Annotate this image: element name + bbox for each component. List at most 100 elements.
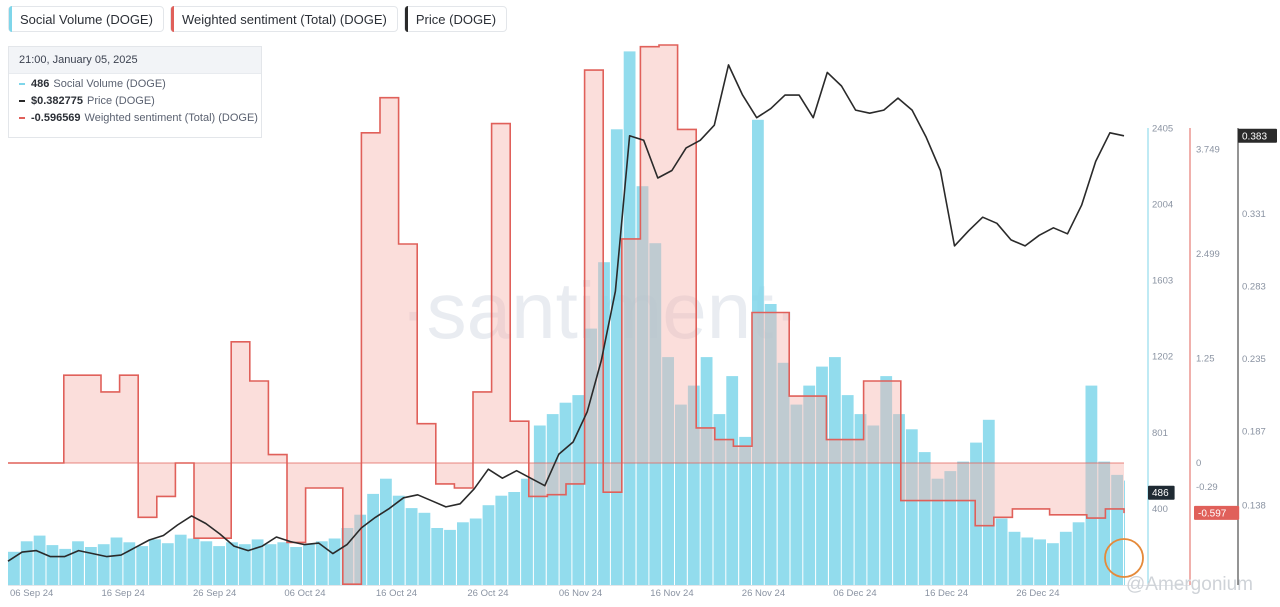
social-volume-bar <box>867 425 880 585</box>
sentiment-current-badge: -0.597 <box>1198 508 1227 519</box>
tooltip-value: 486 <box>31 77 50 90</box>
legend-label: Weighted sentiment (Total) (DOGE) <box>181 11 387 27</box>
social-volume-bar <box>623 51 636 585</box>
social-volume-bar <box>944 471 957 585</box>
social-volume-current-badge: 486 <box>1152 488 1169 499</box>
social-volume-tick-label: 1202 <box>1152 352 1173 363</box>
social-volume-bar <box>20 541 33 585</box>
x-tick-label: 06 Sep 24 <box>10 588 53 599</box>
social-volume-bar <box>880 376 893 585</box>
sentiment-current-badge-bg <box>1194 505 1240 520</box>
social-volume-bar <box>905 429 918 585</box>
x-tick-label: 26 Sep 24 <box>193 588 236 599</box>
social-volume-bar <box>277 542 290 585</box>
social-volume-bar <box>149 539 161 585</box>
social-volume-bar <box>367 493 379 585</box>
x-tick-label: 26 Dec 24 <box>1016 588 1059 599</box>
tooltip-row-social-volume: 486 Social Volume (DOGE) <box>9 76 261 91</box>
social-volume-bar <box>1008 531 1021 585</box>
social-volume-bar <box>431 528 444 585</box>
social-volume-bar <box>251 539 264 585</box>
x-tick-label: 16 Oct 24 <box>376 588 417 599</box>
sentiment-tick-label: 1.25 <box>1196 354 1215 365</box>
price-path <box>7 64 1125 562</box>
sentiment-tick-label: -0.29 <box>1196 482 1218 493</box>
price-tick-label: 0.235 <box>1242 354 1266 365</box>
tooltip-row-price: $0.382775 Price (DOGE) <box>9 93 261 108</box>
social-volume-bar <box>405 508 418 585</box>
sentiment-fill <box>8 45 1124 585</box>
social-volume-bar <box>315 541 328 585</box>
social-volume-bar <box>521 478 533 585</box>
sentiment-line <box>8 44 1125 585</box>
social-volume-bar <box>1021 537 1034 585</box>
social-volume-bar <box>328 538 341 585</box>
social-volume-bar <box>392 495 405 585</box>
legend-social-volume[interactable]: Social Volume (DOGE) <box>8 6 164 32</box>
tooltip-swatch <box>19 99 25 102</box>
tooltip-value: -0.596569 <box>31 111 81 124</box>
legend-weighted-sentiment[interactable]: Weighted sentiment (Total) (DOGE) <box>169 6 398 32</box>
legend-bar: Social Volume (DOGE) Weighted sentiment … <box>8 6 508 32</box>
highlight-circle <box>1104 538 1144 578</box>
social-volume-bar <box>341 528 354 585</box>
social-volume-bar <box>457 522 469 585</box>
social-volume-bar <box>213 546 225 585</box>
social-volume-bar <box>8 551 20 585</box>
credit-text: @Amergonium <box>1126 574 1253 595</box>
social-volume-bar <box>752 119 764 586</box>
social-volume-bar <box>174 534 187 585</box>
x-tick-label: 26 Nov 24 <box>742 588 785 599</box>
axes: 06 Sep 24 16 Sep 24 26 Sep 24 06 Oct 24 16 O… <box>8 123 1277 599</box>
social-volume-bar <box>957 461 969 585</box>
social-volume-bar <box>226 542 238 585</box>
social-volume-bar <box>546 414 559 585</box>
social-volume-bar <box>1111 474 1123 585</box>
legend-swatch <box>170 6 174 32</box>
legend-label: Social Volume (DOGE) <box>20 11 153 27</box>
social-volume-bar <box>161 543 174 585</box>
hover-tooltip: 21:00, January 05, 2025 486 Social Volum… <box>8 46 262 138</box>
social-volume-bar <box>85 547 97 585</box>
price-current-badge: 0.383 <box>1242 131 1267 142</box>
social-volume-bar <box>290 547 302 585</box>
social-volume-bar <box>46 545 59 585</box>
social-volume-bar <box>418 512 431 585</box>
social-volume-bar <box>533 425 546 585</box>
social-volume-bar <box>777 362 790 585</box>
social-volume-bar <box>354 514 367 585</box>
x-tick-label: 06 Nov 24 <box>559 588 602 599</box>
x-tick-label: 06 Oct 24 <box>284 588 325 599</box>
social-volume-bar <box>995 518 1008 585</box>
legend-swatch <box>9 6 12 32</box>
legend-price[interactable]: Price (DOGE) <box>403 6 508 32</box>
social-volume-tick-label: 400 <box>1152 504 1168 515</box>
tooltip-series-name: Price (DOGE) <box>87 94 155 107</box>
social-volume-bar <box>1072 522 1085 585</box>
social-volume-bar <box>380 478 392 585</box>
x-tick-label: 16 Nov 24 <box>650 588 693 599</box>
social-volume-bar <box>97 544 110 585</box>
legend-swatch <box>404 6 408 32</box>
social-volume-bar <box>33 535 46 585</box>
social-volume-bar <box>264 544 277 585</box>
social-volume-bar <box>1124 480 1125 585</box>
social-volume-bar <box>444 529 456 585</box>
sentiment-tick-label: 2.499 <box>1196 249 1220 260</box>
x-tick-label: 16 Sep 24 <box>102 588 145 599</box>
tooltip-row-sentiment: -0.596569 Weighted sentiment (Total) (DO… <box>9 110 261 125</box>
price-current-badge-bg <box>1238 128 1277 143</box>
x-tick-label: 16 Dec 24 <box>925 588 968 599</box>
tooltip-date: 21:00, January 05, 2025 <box>9 47 261 74</box>
price-tick-label: 0.187 <box>1242 426 1266 437</box>
social-volume-bar <box>854 414 867 585</box>
price-tick-label: 0.283 <box>1242 282 1266 293</box>
social-volume-bar <box>187 538 200 585</box>
social-volume-bar <box>110 537 123 585</box>
social-volume-tick-label: 2004 <box>1152 199 1173 210</box>
tooltip-series-name: Social Volume (DOGE) <box>53 77 166 90</box>
social-volume-bar <box>790 404 803 585</box>
social-volume-bar <box>585 328 597 585</box>
social-volume-bar <box>636 186 649 585</box>
